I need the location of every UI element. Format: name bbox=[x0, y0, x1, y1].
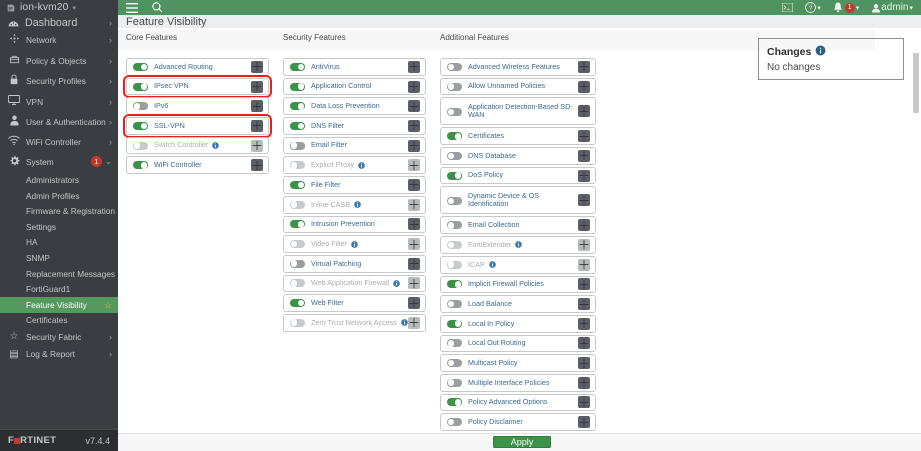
svg-text:?: ? bbox=[809, 6, 813, 12]
